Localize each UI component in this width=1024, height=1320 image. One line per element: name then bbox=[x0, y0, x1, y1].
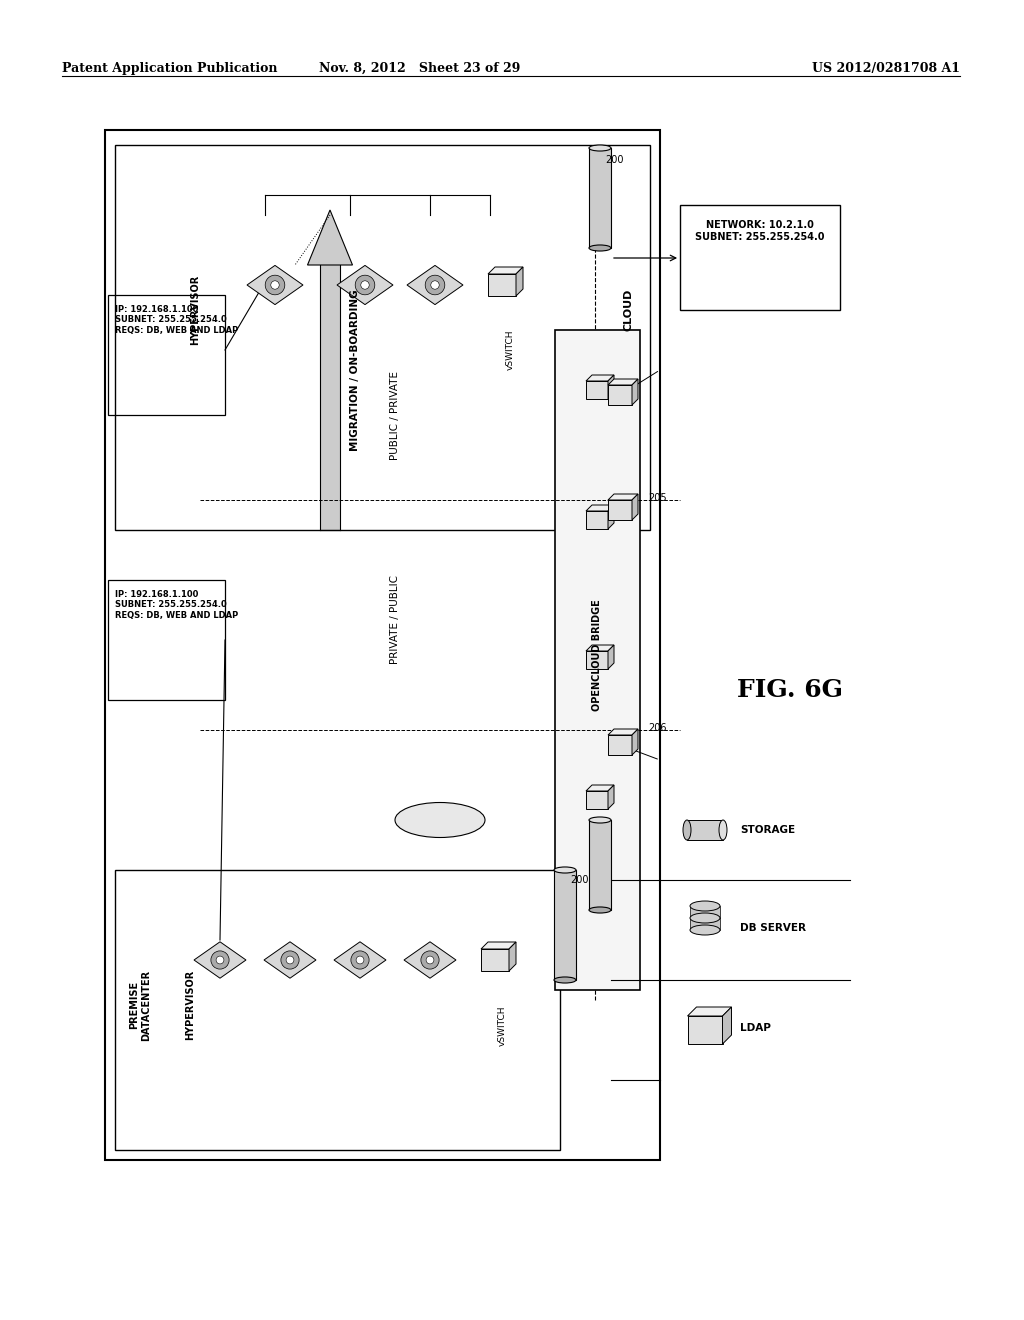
Text: PREMISE
DATACENTER: PREMISE DATACENTER bbox=[129, 969, 151, 1040]
Ellipse shape bbox=[589, 246, 611, 251]
Polygon shape bbox=[687, 1007, 731, 1016]
Polygon shape bbox=[307, 210, 352, 265]
Polygon shape bbox=[723, 1007, 731, 1044]
Ellipse shape bbox=[554, 867, 575, 873]
Circle shape bbox=[425, 275, 444, 294]
Polygon shape bbox=[690, 917, 720, 931]
Text: Nov. 8, 2012   Sheet 23 of 29: Nov. 8, 2012 Sheet 23 of 29 bbox=[319, 62, 520, 75]
Polygon shape bbox=[554, 870, 575, 979]
Text: HYPERVISOR: HYPERVISOR bbox=[185, 970, 195, 1040]
Text: CLOUD: CLOUD bbox=[623, 289, 633, 331]
Polygon shape bbox=[586, 791, 608, 809]
Circle shape bbox=[360, 281, 370, 289]
Text: 200: 200 bbox=[570, 875, 589, 884]
Ellipse shape bbox=[719, 820, 727, 840]
Text: IP: 192.168.1.100
SUBNET: 255.255.254.0
REQS: DB, WEB AND LDAP: IP: 192.168.1.100 SUBNET: 255.255.254.0 … bbox=[115, 590, 239, 620]
Ellipse shape bbox=[589, 907, 611, 913]
Polygon shape bbox=[608, 729, 638, 735]
Polygon shape bbox=[632, 494, 638, 520]
Circle shape bbox=[286, 956, 294, 964]
Text: OPENCLOUD BRIDGE: OPENCLOUD BRIDGE bbox=[592, 599, 602, 711]
Text: MIGRATION / ON-BOARDING: MIGRATION / ON-BOARDING bbox=[350, 289, 360, 451]
Polygon shape bbox=[488, 267, 523, 275]
Polygon shape bbox=[247, 265, 303, 305]
Polygon shape bbox=[586, 375, 614, 381]
Polygon shape bbox=[690, 906, 720, 917]
Text: IP: 192.168.1.100
SUBNET: 255.255.254.0
REQS: DB, WEB AND LDAP: IP: 192.168.1.100 SUBNET: 255.255.254.0 … bbox=[115, 305, 239, 335]
Polygon shape bbox=[608, 645, 614, 669]
Polygon shape bbox=[555, 330, 640, 990]
Polygon shape bbox=[687, 1016, 723, 1044]
Polygon shape bbox=[194, 941, 246, 978]
Polygon shape bbox=[516, 267, 523, 296]
Polygon shape bbox=[608, 385, 632, 405]
Polygon shape bbox=[481, 949, 509, 972]
Text: PUBLIC / PRIVATE: PUBLIC / PRIVATE bbox=[390, 371, 400, 459]
Polygon shape bbox=[586, 511, 608, 529]
Polygon shape bbox=[586, 785, 614, 791]
Polygon shape bbox=[481, 942, 516, 949]
Ellipse shape bbox=[395, 803, 485, 837]
Ellipse shape bbox=[690, 902, 720, 911]
Circle shape bbox=[355, 275, 375, 294]
Text: 205: 205 bbox=[648, 492, 667, 503]
Polygon shape bbox=[632, 379, 638, 405]
Polygon shape bbox=[404, 941, 456, 978]
Ellipse shape bbox=[683, 820, 691, 840]
Ellipse shape bbox=[589, 145, 611, 150]
Text: FIG. 6G: FIG. 6G bbox=[737, 678, 843, 702]
Ellipse shape bbox=[690, 913, 720, 923]
Text: vSWITCH: vSWITCH bbox=[506, 330, 514, 371]
Polygon shape bbox=[608, 506, 614, 529]
Circle shape bbox=[270, 281, 280, 289]
Text: HYPERVISOR: HYPERVISOR bbox=[190, 275, 200, 345]
Polygon shape bbox=[608, 785, 614, 809]
Text: 206: 206 bbox=[648, 723, 667, 733]
Text: vSWITCH: vSWITCH bbox=[498, 1005, 507, 1045]
Text: PRIVATE / PUBLIC: PRIVATE / PUBLIC bbox=[390, 576, 400, 664]
Text: DB SERVER: DB SERVER bbox=[740, 923, 806, 933]
Polygon shape bbox=[608, 494, 638, 500]
Text: Patent Application Publication: Patent Application Publication bbox=[62, 62, 278, 75]
Polygon shape bbox=[586, 645, 614, 651]
Text: NETWORK: 10.2.1.0
SUBNET: 255.255.254.0: NETWORK: 10.2.1.0 SUBNET: 255.255.254.0 bbox=[695, 220, 824, 242]
Circle shape bbox=[431, 281, 439, 289]
Polygon shape bbox=[586, 381, 608, 399]
Polygon shape bbox=[632, 729, 638, 755]
Text: LDAP: LDAP bbox=[740, 1023, 771, 1034]
Polygon shape bbox=[586, 506, 614, 511]
Circle shape bbox=[211, 950, 229, 969]
Circle shape bbox=[426, 956, 434, 964]
Ellipse shape bbox=[690, 925, 720, 935]
Ellipse shape bbox=[554, 977, 575, 983]
Polygon shape bbox=[586, 651, 608, 669]
Polygon shape bbox=[589, 820, 611, 909]
Polygon shape bbox=[334, 941, 386, 978]
Ellipse shape bbox=[589, 817, 611, 824]
Text: 200: 200 bbox=[605, 154, 624, 165]
Polygon shape bbox=[608, 735, 632, 755]
Polygon shape bbox=[687, 820, 723, 840]
Polygon shape bbox=[337, 265, 393, 305]
Polygon shape bbox=[608, 379, 638, 385]
Polygon shape bbox=[407, 265, 463, 305]
Polygon shape bbox=[608, 375, 614, 399]
Circle shape bbox=[281, 950, 299, 969]
Text: US 2012/0281708 A1: US 2012/0281708 A1 bbox=[812, 62, 961, 75]
Circle shape bbox=[421, 950, 439, 969]
Circle shape bbox=[351, 950, 369, 969]
Polygon shape bbox=[264, 941, 316, 978]
Polygon shape bbox=[488, 275, 516, 296]
Polygon shape bbox=[608, 500, 632, 520]
Polygon shape bbox=[509, 942, 516, 972]
Circle shape bbox=[216, 956, 224, 964]
Text: STORAGE: STORAGE bbox=[740, 825, 795, 836]
Circle shape bbox=[356, 956, 364, 964]
Polygon shape bbox=[589, 148, 611, 248]
Circle shape bbox=[265, 275, 285, 294]
